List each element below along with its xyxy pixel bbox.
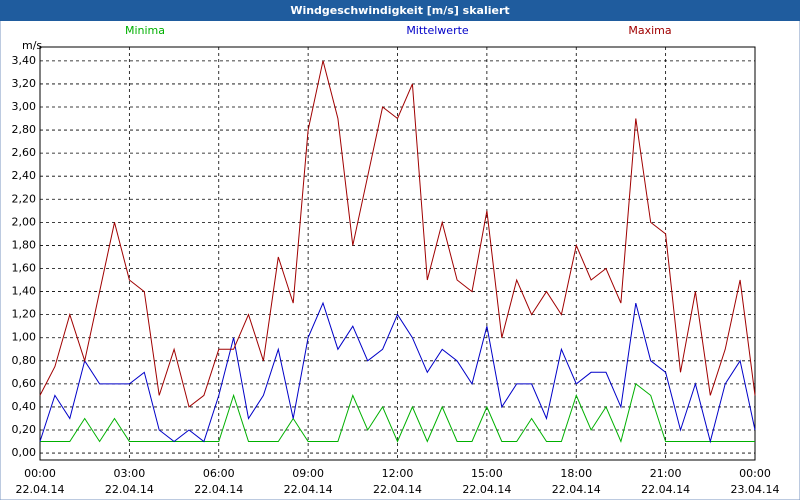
- y-tick-label: 0,60: [12, 377, 37, 390]
- series-line: [39, 301, 756, 444]
- x-tick-label: 00:00: [739, 467, 771, 480]
- legend-label: Mittelwerte: [406, 24, 469, 37]
- series-line: [39, 60, 756, 408]
- y-tick-label: 3,40: [12, 54, 37, 67]
- series-line: [40, 383, 755, 444]
- y-tick-label: 1,40: [12, 285, 37, 298]
- x-tick-date: 22.04.14: [462, 483, 511, 496]
- y-tick-label: 1,80: [12, 238, 37, 251]
- x-tick-date: 22.04.14: [373, 483, 422, 496]
- y-tick-label: 1,20: [12, 308, 37, 321]
- y-tick-label: 3,00: [12, 100, 37, 113]
- x-tick-date: 22.04.14: [641, 483, 690, 496]
- x-tick-label: 03:00: [114, 467, 146, 480]
- x-tick-label: 18:00: [560, 467, 592, 480]
- x-tick-label: 12:00: [382, 467, 414, 480]
- y-tick-label: 0,40: [12, 400, 37, 413]
- chart-title: Windgeschwindigkeit [m/s] skaliert: [290, 4, 509, 17]
- y-tick-label: 0,00: [12, 446, 37, 459]
- x-tick-label: 06:00: [203, 467, 235, 480]
- y-tick-label: 2,40: [12, 169, 37, 182]
- x-tick-date: 22.04.14: [16, 483, 65, 496]
- x-tick-date: 22.04.14: [284, 483, 333, 496]
- legend-label: Minima: [125, 24, 165, 37]
- y-tick-label: 0,20: [12, 423, 37, 436]
- x-tick-date: 23.04.14: [731, 483, 780, 496]
- legend-label: Maxima: [628, 24, 671, 37]
- x-tick-label: 09:00: [292, 467, 324, 480]
- x-tick-label: 15:00: [471, 467, 503, 480]
- x-tick-label: 21:00: [650, 467, 682, 480]
- y-tick-label: 2,60: [12, 146, 37, 159]
- y-tick-label: 3,20: [12, 77, 37, 90]
- x-tick-date: 22.04.14: [552, 483, 601, 496]
- title-bar: [0, 0, 800, 21]
- x-tick-date: 22.04.14: [105, 483, 154, 496]
- x-tick-label: 00:00: [24, 467, 56, 480]
- y-tick-label: 0,80: [12, 354, 37, 367]
- y-tick-label: 2,00: [12, 215, 37, 228]
- y-tick-label: 2,20: [12, 192, 37, 205]
- y-tick-label: 1,60: [12, 261, 37, 274]
- x-tick-date: 22.04.14: [194, 483, 243, 496]
- y-unit: m/s: [22, 39, 42, 52]
- y-tick-label: 2,80: [12, 123, 37, 136]
- y-tick-label: 1,00: [12, 331, 37, 344]
